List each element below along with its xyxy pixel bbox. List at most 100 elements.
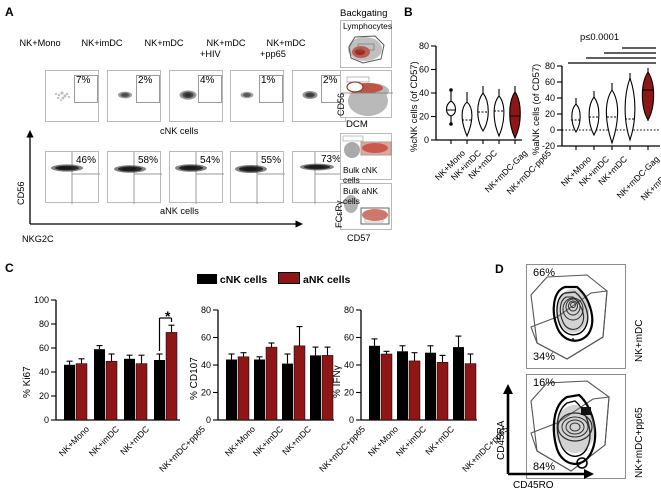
panelD-top-pct-0: 66% bbox=[533, 267, 556, 279]
backgate-contours-2 bbox=[341, 76, 393, 116]
tick-40: 40 bbox=[545, 93, 555, 103]
panelA-condition-label-0: NK+Mono bbox=[19, 38, 61, 48]
gate-pct-ank-3: 55% bbox=[261, 155, 282, 166]
legend-label-ank: aNK cells bbox=[303, 274, 351, 286]
gate-pct-ank-0: 46% bbox=[76, 155, 97, 166]
panelD-x-axis-label: CD45RO bbox=[513, 480, 554, 491]
bar-cnk-2 bbox=[282, 363, 293, 420]
svg-text:0: 0 bbox=[44, 415, 49, 425]
violin-2 bbox=[477, 86, 489, 133]
gate-cnk-1 bbox=[136, 75, 160, 103]
tick-40: 40 bbox=[419, 88, 429, 98]
tick-60: 60 bbox=[419, 65, 429, 75]
panelD-bottom-pct-0: 34% bbox=[533, 351, 556, 363]
significance-bracket bbox=[158, 317, 173, 351]
bar-cnk-0 bbox=[226, 359, 237, 420]
flow-plot-cnk-3[interactable]: 1% bbox=[230, 70, 284, 122]
svg-text:100: 100 bbox=[34, 295, 49, 305]
flow-plot-cnk-2[interactable]: 4% bbox=[169, 70, 223, 122]
legend-label-cnk: cNK cells bbox=[219, 274, 268, 286]
panelD-plot-nk-mdc-pp65[interactable]: 16% 84% bbox=[526, 374, 626, 479]
violin-0 bbox=[445, 88, 457, 126]
flow-plot-ank-4[interactable]: 73% bbox=[292, 151, 347, 204]
panelA-axes bbox=[26, 130, 303, 228]
panelA-condition-label-3: NK+mDC +HIV bbox=[200, 38, 246, 59]
flow-plot-ank-0[interactable]: 46% bbox=[45, 151, 100, 204]
svg-text:0: 0 bbox=[206, 415, 211, 425]
panel-letter-b: B bbox=[404, 5, 413, 19]
svg-text:40: 40 bbox=[344, 360, 354, 370]
bar-ank-1 bbox=[408, 360, 421, 421]
tick-20: 20 bbox=[545, 109, 555, 119]
violin-3 bbox=[624, 73, 636, 142]
flow-plot-ank-2[interactable]: 54% bbox=[169, 151, 224, 204]
bar-ank-1 bbox=[105, 360, 118, 421]
bar-cnk-1 bbox=[254, 359, 265, 420]
violin-4 bbox=[641, 68, 655, 122]
bar-ank-1 bbox=[265, 346, 278, 421]
flow-plot-cnk-4[interactable]: 2% bbox=[292, 70, 346, 122]
backgate-plot-lymphocytes[interactable]: Lymphocytes bbox=[340, 20, 392, 68]
panelA-condition-label-2: NK+mDC bbox=[144, 38, 184, 48]
tick-0: 0 bbox=[424, 135, 429, 145]
violin-1 bbox=[588, 91, 600, 137]
flow-plot-cnk-1[interactable]: 2% bbox=[107, 70, 161, 122]
bar-cnk-3 bbox=[154, 360, 165, 420]
significance-bars bbox=[568, 47, 656, 64]
bar-ank-0 bbox=[237, 356, 250, 421]
backgate-contours-3 bbox=[342, 135, 392, 158]
gate-pct-cnk-1: 2% bbox=[138, 75, 153, 86]
tick-neg20: -20 bbox=[542, 141, 555, 151]
ank-row-label: aNK cells bbox=[160, 206, 199, 216]
bar-cnk-2 bbox=[425, 352, 436, 420]
violin-3 bbox=[493, 89, 505, 138]
panelD-bottom-pct-1: 84% bbox=[533, 461, 556, 473]
panel-letter-a: A bbox=[5, 5, 14, 19]
panelD-top-pct-1: 16% bbox=[533, 377, 556, 389]
tick-20: 20 bbox=[419, 112, 429, 122]
svg-text:80: 80 bbox=[201, 305, 211, 315]
svg-text:20: 20 bbox=[344, 388, 354, 398]
gate-cnk-3 bbox=[259, 75, 283, 103]
bar-ank-2 bbox=[135, 363, 148, 421]
backgate-label-lymphocytes: Lymphocytes bbox=[343, 21, 393, 31]
svg-text:20: 20 bbox=[201, 388, 211, 398]
svg-text:60: 60 bbox=[39, 343, 49, 353]
tick-0: 0 bbox=[550, 125, 555, 135]
panelC-cd107-xtick-0: NK+Mono bbox=[222, 424, 258, 459]
bar-cnk-1 bbox=[397, 351, 408, 420]
backgate-plot-dcm[interactable] bbox=[340, 70, 393, 118]
backgate-label-bulk-ank: Bulk aNK cells bbox=[343, 186, 378, 206]
gate-pct-ank-4: 73% bbox=[321, 154, 342, 165]
backgate-y-label-cd56: CD56 bbox=[336, 92, 346, 116]
panelD-plot-nk-mdc[interactable]: 66% 34% bbox=[526, 264, 626, 369]
backgate-plot-bulk-cnk[interactable]: Bulk cNK cells bbox=[340, 133, 392, 185]
bar-ank-3 bbox=[464, 363, 477, 421]
panelA-condition-label-1: NK+imDC bbox=[81, 38, 123, 48]
flow-plot-ank-3[interactable]: 55% bbox=[230, 151, 285, 204]
backgate-y-axis-fcergamma: FCεRγ bbox=[334, 200, 344, 228]
tick-60: 60 bbox=[545, 77, 555, 87]
flow-plot-ank-1[interactable]: 58% bbox=[107, 151, 162, 204]
violin-1 bbox=[461, 92, 473, 138]
svg-text:20: 20 bbox=[39, 391, 49, 401]
panelC-ifng-chart: 0 20 40 60 80 bbox=[344, 305, 477, 425]
backgate-contours-1 bbox=[348, 35, 385, 64]
svg-text:60: 60 bbox=[344, 333, 354, 343]
flow-dots-ank-1 bbox=[114, 152, 162, 204]
bar-ank-0 bbox=[75, 363, 88, 421]
flow-plot-cnk-0[interactable]: 7% bbox=[45, 70, 99, 122]
flow-dots-ank-0 bbox=[51, 152, 100, 204]
svg-text:40: 40 bbox=[201, 360, 211, 370]
gate-pct-cnk-2: 4% bbox=[200, 75, 215, 86]
svg-text:60: 60 bbox=[201, 333, 211, 343]
panelB-right-pvalue: p≤0.0001 bbox=[580, 31, 620, 42]
bar-ank-2 bbox=[436, 362, 449, 421]
bar-cnk-3 bbox=[453, 347, 464, 420]
svg-text:40: 40 bbox=[39, 367, 49, 377]
bar-cnk-3 bbox=[310, 355, 321, 420]
bar-cnk-0 bbox=[369, 345, 380, 420]
backgate-caption-dcm: DCM bbox=[346, 119, 368, 130]
backgate-plot-bulk-ank[interactable]: Bulk aNK cells bbox=[340, 183, 392, 230]
svg-text:80: 80 bbox=[39, 319, 49, 329]
